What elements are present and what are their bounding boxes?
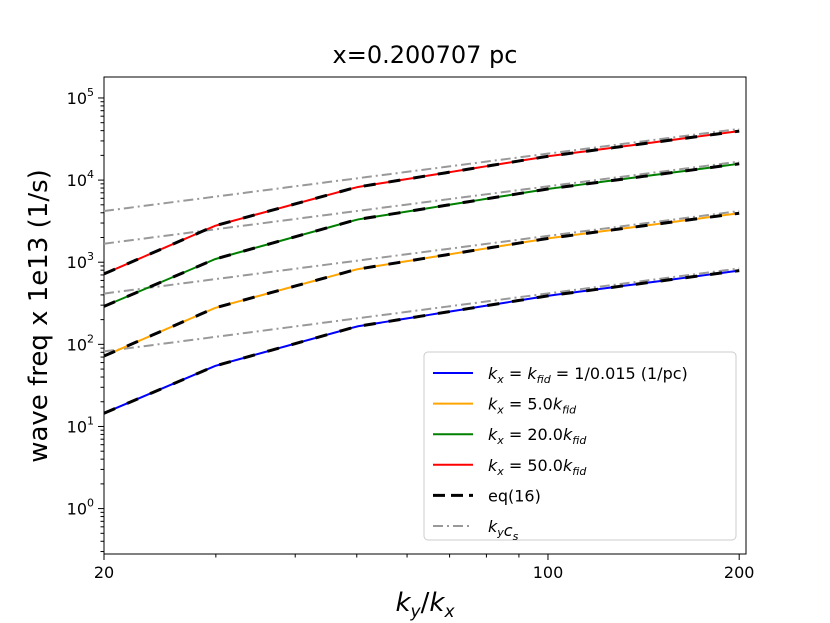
legend-entry: eq(16) (433, 486, 541, 505)
x-tick-label: 200 (724, 563, 755, 582)
curves (103, 127, 740, 415)
legend-entry: kx = 20.0kfid​ (433, 425, 587, 447)
chart-title: x=0.200707 pc (333, 41, 518, 69)
y-tick-label: 105 (67, 86, 94, 108)
legend-entry: kx = 50.0kfid​ (433, 456, 587, 478)
series-kycs-line-kfid-1 (103, 267, 740, 353)
legend-label: kx = 5.0kfid​ (488, 395, 577, 417)
x-tick-label: 100 (533, 563, 564, 582)
legend-entries: kx = kfid = 1/0.015 (1/pc) kx = 5.0kfid​ k… (433, 364, 688, 543)
legend-label: kx = kfid = 1/0.015 (1/pc) (488, 364, 688, 386)
y-tick-label: 102 (67, 332, 94, 354)
series-eq16-overlay-50kfid (103, 129, 740, 276)
series-eq16-overlay-5kfid (103, 211, 740, 358)
x-axis-label: ky/kx (395, 588, 455, 622)
series-eq16-overlay-20kfid (103, 162, 740, 308)
legend: kx = kfid = 1/0.015 (1/pc) kx = 5.0kfid​ k… (423, 351, 737, 543)
legend-label: kx = 50.0kfid​ (488, 456, 587, 478)
legend-label: eq(16) (488, 486, 541, 505)
y-tick-label: 100 (67, 497, 94, 519)
x-axis-ticks: 20 100 200 (94, 554, 755, 582)
legend-entry: kycs​ (433, 517, 519, 543)
series-eq16-overlay-1kfid (103, 269, 740, 415)
y-axis-label: wave freq x 1e13 (1/s) (24, 169, 54, 463)
legend-box (423, 351, 737, 541)
legend-label: kycs​ (488, 517, 519, 543)
y-tick-label: 101 (67, 414, 94, 436)
series-kycs-line-kfid-50 (103, 127, 740, 213)
series-kycs-line-kfid-20 (103, 160, 740, 245)
legend-entry: kx = kfid = 1/0.015 (1/pc) (433, 364, 688, 386)
y-tick-label: 103 (67, 250, 94, 272)
legend-label: kx = 20.0kfid​ (488, 425, 587, 447)
plot-frame (103, 76, 747, 555)
x-tick-label: 20 (94, 563, 114, 582)
legend-entry: kx = 5.0kfid​ (433, 395, 577, 417)
series-kycs-line-kfid-5 (103, 210, 740, 295)
y-tick-label: 104 (67, 168, 94, 190)
y-axis-ticks: 100 101 102 103 104 105 (67, 86, 104, 553)
plot-area: 20 100 200 100 101 102 103 104 105 (67, 76, 755, 582)
